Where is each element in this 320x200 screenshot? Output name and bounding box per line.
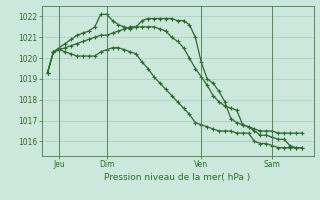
X-axis label: Pression niveau de la mer( hPa ): Pression niveau de la mer( hPa ): [104, 173, 251, 182]
